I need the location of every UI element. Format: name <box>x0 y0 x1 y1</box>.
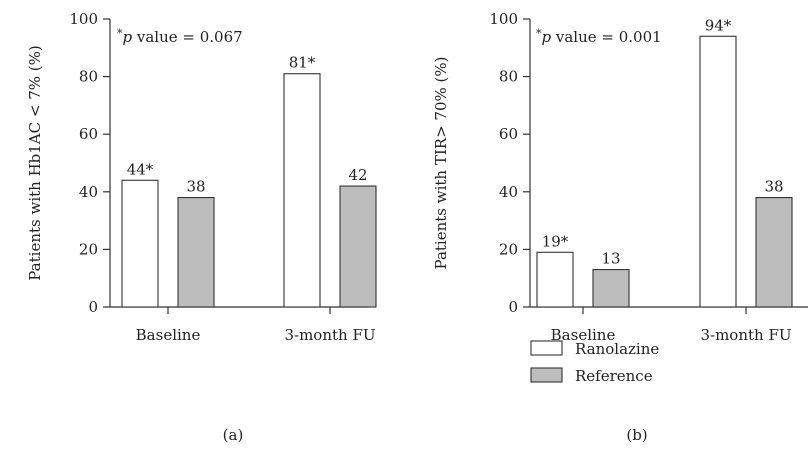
y-tick-label: 20 <box>499 240 518 258</box>
bar-ranolazine <box>699 35 737 308</box>
bar-reference <box>592 269 630 308</box>
annotation-text: value = 0.001 <box>551 28 662 46</box>
bar-ranolazine <box>283 73 321 308</box>
x-tick-label: Baseline <box>136 326 201 344</box>
legend-label: Reference <box>575 367 653 385</box>
panel-label: (b) <box>626 426 647 444</box>
chart-panel-2: 0 20 40 60 80 100 Baseline 3-month FU 19* 94* 13 38… <box>432 10 808 444</box>
y-tick-label: 60 <box>79 125 98 143</box>
bar-reference <box>339 185 377 308</box>
data-label: 42 <box>348 166 367 184</box>
y-tick-label: 40 <box>79 183 98 201</box>
y-tick-label: 60 <box>499 125 518 143</box>
y-axis-label: Patients with Hb1AC < 7% (%) <box>26 45 44 280</box>
data-label: 81* <box>289 54 316 72</box>
bar-ranolazine <box>536 251 574 308</box>
y-axis-label: Patients with TIR> 70% (%) <box>432 57 450 270</box>
x-tick-label: 3-month FU <box>284 326 375 344</box>
annotation-p: p <box>542 28 552 46</box>
data-label: 44* <box>127 160 154 178</box>
annotation-p: p <box>123 28 133 46</box>
y-tick-label: 100 <box>489 10 518 28</box>
legend-swatch <box>530 340 563 356</box>
y-tick-label: 40 <box>499 183 518 201</box>
y-tick-label: 20 <box>79 240 98 258</box>
panel-label: (a) <box>223 426 244 444</box>
p-value-annotation: *p value = 0.001 <box>536 27 662 46</box>
chart-panel-1: 0 20 40 60 80 100 Baseline 3-month FU 44* 81* 38 42… <box>26 10 377 444</box>
x-tick-label: 3-month FU <box>700 326 791 344</box>
bar-reference <box>755 197 793 308</box>
legend-label: Ranolazine <box>575 340 659 358</box>
data-label: 19* <box>542 232 569 250</box>
y-tick-label: 0 <box>508 298 518 316</box>
annotation-text: value = 0.067 <box>132 28 243 46</box>
y-tick-label: 80 <box>79 68 98 86</box>
annotation-star: * <box>117 27 123 40</box>
data-label: 38 <box>186 178 205 196</box>
y-tick-label: 100 <box>69 10 98 28</box>
y-tick-label: 80 <box>499 68 518 86</box>
legend-swatch <box>530 367 563 383</box>
bar-reference <box>177 197 215 308</box>
data-label: 13 <box>601 250 620 268</box>
p-value-annotation: *p value = 0.067 <box>117 27 243 46</box>
annotation-star: * <box>536 27 542 40</box>
legend: Ranolazine Reference <box>530 340 659 385</box>
data-label: 38 <box>764 178 783 196</box>
data-label: 94* <box>705 16 732 34</box>
y-tick-label: 0 <box>88 298 98 316</box>
bar-ranolazine <box>121 179 159 308</box>
x-tick-label: Baseline <box>551 326 616 344</box>
